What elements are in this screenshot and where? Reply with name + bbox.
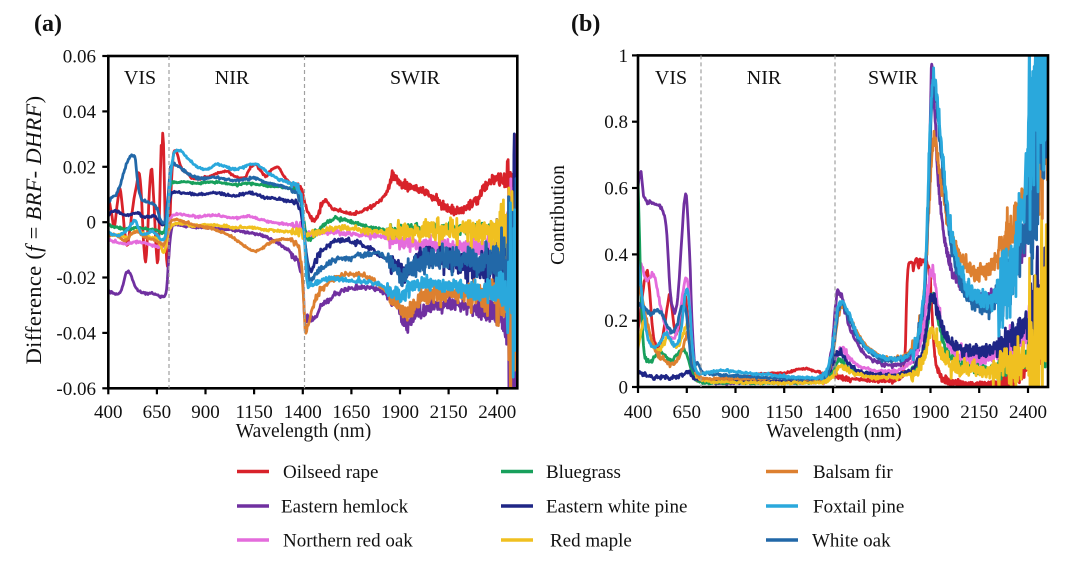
- svg-text:1400: 1400: [284, 402, 322, 423]
- svg-text:900: 900: [191, 402, 220, 423]
- svg-text:NIR: NIR: [215, 67, 250, 89]
- svg-text:1: 1: [619, 46, 629, 67]
- svg-text:0.8: 0.8: [604, 112, 628, 133]
- svg-text:(b): (b): [571, 11, 600, 37]
- svg-text:2400: 2400: [478, 402, 516, 423]
- svg-text:SWIR: SWIR: [868, 67, 919, 89]
- svg-text:1650: 1650: [332, 402, 370, 423]
- svg-text:2400: 2400: [1009, 402, 1047, 423]
- svg-text:Wavelength (nm): Wavelength (nm): [236, 421, 371, 442]
- svg-text:Balsam fir: Balsam fir: [813, 462, 893, 483]
- svg-text:1150: 1150: [235, 402, 272, 423]
- svg-text:VIS: VIS: [124, 67, 156, 89]
- svg-text:1900: 1900: [912, 402, 950, 423]
- svg-text:-0.06: -0.06: [56, 379, 96, 400]
- svg-text:2150: 2150: [960, 402, 998, 423]
- svg-text:Bluegrass: Bluegrass: [546, 462, 621, 483]
- svg-text:VIS: VIS: [655, 67, 687, 89]
- svg-text:-0.02: -0.02: [56, 268, 96, 289]
- svg-text:0.02: 0.02: [63, 157, 96, 178]
- svg-text:Contribution: Contribution: [548, 165, 569, 265]
- svg-text:Wavelength (nm): Wavelength (nm): [766, 421, 901, 442]
- svg-text:SWIR: SWIR: [390, 67, 441, 89]
- svg-text:0.04: 0.04: [63, 102, 97, 123]
- svg-text:Red maple: Red maple: [550, 531, 632, 552]
- svg-text:0: 0: [87, 213, 97, 234]
- svg-text:900: 900: [721, 402, 750, 423]
- svg-text:Foxtail pine: Foxtail pine: [813, 497, 904, 518]
- svg-text:NIR: NIR: [747, 67, 782, 89]
- svg-text:Oilseed rape: Oilseed rape: [283, 462, 378, 483]
- svg-text:2150: 2150: [430, 402, 468, 423]
- svg-text:0.2: 0.2: [604, 311, 628, 332]
- svg-text:Difference (f = BRF- DHRF): Difference (f = BRF- DHRF): [21, 96, 46, 365]
- svg-text:400: 400: [94, 402, 123, 423]
- svg-text:Eastern white pine: Eastern white pine: [546, 497, 687, 518]
- svg-text:(a): (a): [34, 11, 62, 37]
- svg-text:1650: 1650: [863, 402, 901, 423]
- svg-text:Eastern hemlock: Eastern hemlock: [281, 497, 409, 518]
- svg-text:0: 0: [619, 378, 629, 399]
- svg-text:0.6: 0.6: [604, 179, 628, 200]
- svg-text:400: 400: [624, 402, 653, 423]
- svg-text:650: 650: [143, 402, 172, 423]
- svg-text:Northern red oak: Northern red oak: [283, 531, 413, 552]
- svg-text:1400: 1400: [814, 402, 852, 423]
- svg-text:0.06: 0.06: [63, 47, 96, 68]
- svg-text:1150: 1150: [766, 402, 803, 423]
- svg-text:-0.04: -0.04: [56, 323, 96, 344]
- svg-text:White oak: White oak: [812, 531, 891, 552]
- svg-text:0.4: 0.4: [604, 245, 628, 266]
- svg-text:650: 650: [673, 402, 702, 423]
- svg-text:1900: 1900: [381, 402, 419, 423]
